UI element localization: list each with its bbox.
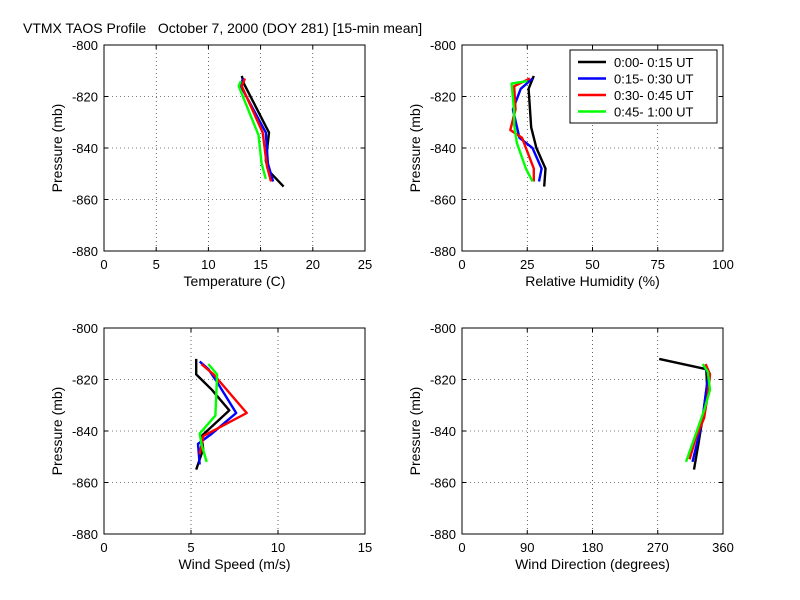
humidity-y-tick-label: -800 bbox=[430, 38, 456, 53]
temperature-panel: 0 5 10 15 20 25 -880 -860 -840 -820 -800 Temperatur… bbox=[49, 38, 372, 289]
humidity-series-0000-0015-line bbox=[527, 75, 547, 187]
legend-label-series-0015-0030: 0:15- 0:30 UT bbox=[614, 72, 694, 87]
humidity-series-0015-0030-line bbox=[511, 77, 543, 182]
wind-speed-x-tick-label: 10 bbox=[271, 540, 285, 555]
temperature-x-axis-label: Temperature (C) bbox=[184, 273, 286, 289]
temperature-x-tick-label: 10 bbox=[201, 257, 215, 272]
temperature-series-0030-0045-line bbox=[240, 78, 273, 182]
humidity-x-axis-label: Relative Humidity (%) bbox=[525, 273, 660, 289]
humidity-panel: 0 25 50 75 100 -880 -860 -840 -820 -800 Relative H… bbox=[407, 38, 734, 289]
wind-speed-panel: 0 5 10 15 -880 -860 -840 -820 -800 Wind Speed (m/… bbox=[49, 321, 372, 572]
temperature-x-tick-label: 0 bbox=[100, 257, 107, 272]
wind-direction-y-tick-label: -800 bbox=[430, 321, 456, 336]
humidity-series-0045-0100-line bbox=[510, 79, 534, 183]
wind-direction-x-tick-label: 360 bbox=[712, 540, 734, 555]
humidity-x-tick-label: 75 bbox=[651, 257, 665, 272]
wind-direction-y-tick-label: -840 bbox=[430, 424, 456, 439]
wind-direction-y-tick-label: -860 bbox=[430, 476, 456, 491]
wind-direction-x-axis-label: Wind Direction (degrees) bbox=[515, 556, 670, 572]
wind-speed-x-axis-label: Wind Speed (m/s) bbox=[178, 556, 290, 572]
wind-direction-x-tick-label: 90 bbox=[520, 540, 534, 555]
wind-speed-y-tick-label: -840 bbox=[72, 424, 98, 439]
wind-speed-x-tick-label: 5 bbox=[187, 540, 194, 555]
wind-speed-series-0045-0100-line bbox=[198, 363, 219, 463]
temperature-x-tick-label: 20 bbox=[306, 257, 320, 272]
figure-title: VTMX TAOS Profile October 7, 2000 (DOY 2… bbox=[23, 20, 423, 36]
wind-speed-plot-area bbox=[104, 328, 365, 534]
temperature-series-0015-0030-line bbox=[239, 78, 275, 182]
humidity-y-tick-label: -880 bbox=[430, 244, 456, 259]
wind-direction-x-tick-label: 180 bbox=[582, 540, 604, 555]
wind-direction-plot-area bbox=[462, 328, 723, 534]
humidity-y-tick-label: -820 bbox=[430, 90, 456, 105]
wind-speed-y-tick-label: -880 bbox=[72, 527, 98, 542]
temperature-y-axis-label: Pressure (mb) bbox=[49, 104, 65, 193]
wind-direction-y-axis-label: Pressure (mb) bbox=[407, 387, 423, 476]
humidity-x-tick-label: 50 bbox=[585, 257, 599, 272]
temperature-y-tick-label: -880 bbox=[72, 244, 98, 259]
wind-direction-series-0045-0100-line bbox=[684, 363, 712, 463]
wind-direction-panel: 0 90 180 270 360 -880 -860 -840 -820 -800 Wind Dir… bbox=[407, 321, 734, 572]
legend-label-series-0000-0015: 0:00- 0:15 UT bbox=[614, 55, 694, 70]
legend-label-series-0045-0100: 0:45- 1:00 UT bbox=[614, 105, 694, 120]
legend-label-series-0030-0045: 0:30- 0:45 UT bbox=[614, 88, 694, 103]
temperature-y-tick-label: -800 bbox=[72, 38, 98, 53]
temperature-plot-area bbox=[104, 45, 365, 251]
wind-direction-x-tick-label: 270 bbox=[647, 540, 669, 555]
humidity-y-tick-label: -860 bbox=[430, 193, 456, 208]
humidity-y-axis-label: Pressure (mb) bbox=[407, 104, 423, 193]
temperature-y-tick-label: -840 bbox=[72, 141, 98, 156]
wind-speed-x-tick-label: 0 bbox=[100, 540, 107, 555]
humidity-x-tick-label: 0 bbox=[458, 257, 465, 272]
humidity-x-tick-label: 100 bbox=[712, 257, 734, 272]
temperature-x-tick-label: 25 bbox=[358, 257, 372, 272]
wind-speed-x-tick-label: 15 bbox=[358, 540, 372, 555]
temperature-series-0045-0100-line bbox=[237, 80, 267, 180]
wind-speed-series-0030-0045-line bbox=[198, 363, 248, 455]
wind-speed-y-axis-label: Pressure (mb) bbox=[49, 387, 65, 476]
humidity-x-tick-label: 25 bbox=[520, 257, 534, 272]
temperature-x-tick-label: 5 bbox=[153, 257, 160, 272]
wind-speed-y-tick-label: -800 bbox=[72, 321, 98, 336]
wind-speed-y-tick-label: -820 bbox=[72, 373, 98, 388]
wind-speed-y-tick-label: -860 bbox=[72, 476, 98, 491]
humidity-series-0030-0045-line bbox=[509, 77, 535, 182]
temperature-y-tick-label: -860 bbox=[72, 193, 98, 208]
wind-direction-x-tick-label: 0 bbox=[458, 540, 465, 555]
wind-direction-y-tick-label: -820 bbox=[430, 373, 456, 388]
wind-direction-y-tick-label: -880 bbox=[430, 527, 456, 542]
humidity-y-tick-label: -840 bbox=[430, 141, 456, 156]
temperature-y-tick-label: -820 bbox=[72, 90, 98, 105]
temperature-x-tick-label: 15 bbox=[253, 257, 267, 272]
